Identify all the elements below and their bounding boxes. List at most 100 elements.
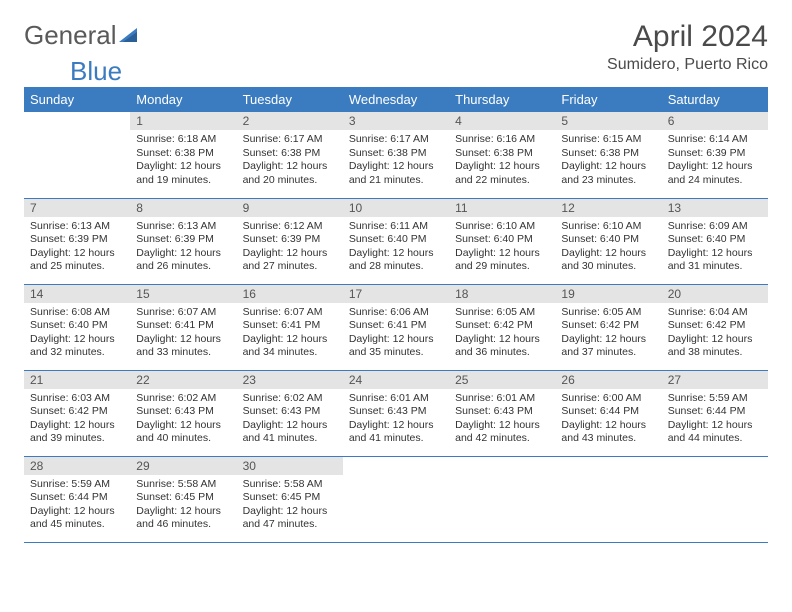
calendar-row: 21Sunrise: 6:03 AMSunset: 6:42 PMDayligh… <box>24 370 768 456</box>
calendar-cell: 11Sunrise: 6:10 AMSunset: 6:40 PMDayligh… <box>449 198 555 284</box>
calendar-cell: 28Sunrise: 5:59 AMSunset: 6:44 PMDayligh… <box>24 456 130 542</box>
calendar-cell: 16Sunrise: 6:07 AMSunset: 6:41 PMDayligh… <box>237 284 343 370</box>
calendar-cell: 23Sunrise: 6:02 AMSunset: 6:43 PMDayligh… <box>237 370 343 456</box>
calendar-cell <box>449 456 555 542</box>
day-number: 3 <box>343 112 449 130</box>
calendar-row: 14Sunrise: 6:08 AMSunset: 6:40 PMDayligh… <box>24 284 768 370</box>
day-number: 1 <box>130 112 236 130</box>
calendar-cell <box>662 456 768 542</box>
day-number: 10 <box>343 199 449 217</box>
day-details: Sunrise: 6:02 AMSunset: 6:43 PMDaylight:… <box>130 389 236 451</box>
day-number: 14 <box>24 285 130 303</box>
location: Sumidero, Puerto Rico <box>607 56 768 74</box>
calendar-cell: 14Sunrise: 6:08 AMSunset: 6:40 PMDayligh… <box>24 284 130 370</box>
day-details: Sunrise: 6:04 AMSunset: 6:42 PMDaylight:… <box>662 303 768 365</box>
day-number: 5 <box>555 112 661 130</box>
day-details: Sunrise: 5:59 AMSunset: 6:44 PMDaylight:… <box>662 389 768 451</box>
calendar-cell: 15Sunrise: 6:07 AMSunset: 6:41 PMDayligh… <box>130 284 236 370</box>
day-number: 18 <box>449 285 555 303</box>
weekday-header: Sunday <box>24 87 130 112</box>
logo-triangle-icon <box>119 20 141 51</box>
day-number: 7 <box>24 199 130 217</box>
day-number: 28 <box>24 457 130 475</box>
weekday-header: Wednesday <box>343 87 449 112</box>
day-details: Sunrise: 6:05 AMSunset: 6:42 PMDaylight:… <box>449 303 555 365</box>
day-number: 17 <box>343 285 449 303</box>
calendar-cell: 29Sunrise: 5:58 AMSunset: 6:45 PMDayligh… <box>130 456 236 542</box>
weekday-header: Thursday <box>449 87 555 112</box>
day-details: Sunrise: 6:10 AMSunset: 6:40 PMDaylight:… <box>555 217 661 279</box>
day-details: Sunrise: 6:11 AMSunset: 6:40 PMDaylight:… <box>343 217 449 279</box>
day-number: 15 <box>130 285 236 303</box>
calendar-cell <box>555 456 661 542</box>
weekday-header: Tuesday <box>237 87 343 112</box>
calendar-cell: 9Sunrise: 6:12 AMSunset: 6:39 PMDaylight… <box>237 198 343 284</box>
day-details: Sunrise: 6:17 AMSunset: 6:38 PMDaylight:… <box>343 130 449 192</box>
day-details: Sunrise: 6:10 AMSunset: 6:40 PMDaylight:… <box>449 217 555 279</box>
calendar-cell <box>24 112 130 198</box>
day-number: 11 <box>449 199 555 217</box>
day-number: 21 <box>24 371 130 389</box>
calendar-cell: 30Sunrise: 5:58 AMSunset: 6:45 PMDayligh… <box>237 456 343 542</box>
day-details: Sunrise: 6:05 AMSunset: 6:42 PMDaylight:… <box>555 303 661 365</box>
day-number: 23 <box>237 371 343 389</box>
day-details: Sunrise: 6:13 AMSunset: 6:39 PMDaylight:… <box>24 217 130 279</box>
calendar-row: 28Sunrise: 5:59 AMSunset: 6:44 PMDayligh… <box>24 456 768 542</box>
day-details: Sunrise: 5:59 AMSunset: 6:44 PMDaylight:… <box>24 475 130 537</box>
weekday-header: Saturday <box>662 87 768 112</box>
month-title: April 2024 <box>607 20 768 54</box>
logo-text-1: General <box>24 20 117 51</box>
logo-text-2: Blue <box>70 56 122 87</box>
day-number: 22 <box>130 371 236 389</box>
day-number: 27 <box>662 371 768 389</box>
calendar-cell: 6Sunrise: 6:14 AMSunset: 6:39 PMDaylight… <box>662 112 768 198</box>
day-number: 8 <box>130 199 236 217</box>
day-details: Sunrise: 6:12 AMSunset: 6:39 PMDaylight:… <box>237 217 343 279</box>
calendar-cell: 22Sunrise: 6:02 AMSunset: 6:43 PMDayligh… <box>130 370 236 456</box>
calendar-cell: 10Sunrise: 6:11 AMSunset: 6:40 PMDayligh… <box>343 198 449 284</box>
calendar-cell: 4Sunrise: 6:16 AMSunset: 6:38 PMDaylight… <box>449 112 555 198</box>
day-number: 29 <box>130 457 236 475</box>
calendar-cell: 19Sunrise: 6:05 AMSunset: 6:42 PMDayligh… <box>555 284 661 370</box>
day-number: 30 <box>237 457 343 475</box>
day-details: Sunrise: 6:09 AMSunset: 6:40 PMDaylight:… <box>662 217 768 279</box>
day-number: 13 <box>662 199 768 217</box>
calendar-row: 1Sunrise: 6:18 AMSunset: 6:38 PMDaylight… <box>24 112 768 198</box>
day-number: 2 <box>237 112 343 130</box>
calendar-cell: 26Sunrise: 6:00 AMSunset: 6:44 PMDayligh… <box>555 370 661 456</box>
day-number: 24 <box>343 371 449 389</box>
day-details: Sunrise: 6:02 AMSunset: 6:43 PMDaylight:… <box>237 389 343 451</box>
calendar-cell: 27Sunrise: 5:59 AMSunset: 6:44 PMDayligh… <box>662 370 768 456</box>
calendar-table: Sunday Monday Tuesday Wednesday Thursday… <box>24 87 768 543</box>
day-number: 25 <box>449 371 555 389</box>
day-details: Sunrise: 6:07 AMSunset: 6:41 PMDaylight:… <box>130 303 236 365</box>
calendar-cell: 25Sunrise: 6:01 AMSunset: 6:43 PMDayligh… <box>449 370 555 456</box>
day-details: Sunrise: 6:15 AMSunset: 6:38 PMDaylight:… <box>555 130 661 192</box>
day-number: 4 <box>449 112 555 130</box>
day-details: Sunrise: 6:18 AMSunset: 6:38 PMDaylight:… <box>130 130 236 192</box>
day-number: 12 <box>555 199 661 217</box>
day-details: Sunrise: 6:03 AMSunset: 6:42 PMDaylight:… <box>24 389 130 451</box>
day-number: 16 <box>237 285 343 303</box>
day-details: Sunrise: 6:17 AMSunset: 6:38 PMDaylight:… <box>237 130 343 192</box>
day-details: Sunrise: 6:07 AMSunset: 6:41 PMDaylight:… <box>237 303 343 365</box>
day-details: Sunrise: 5:58 AMSunset: 6:45 PMDaylight:… <box>130 475 236 537</box>
day-number: 19 <box>555 285 661 303</box>
calendar-cell <box>343 456 449 542</box>
day-details: Sunrise: 5:58 AMSunset: 6:45 PMDaylight:… <box>237 475 343 537</box>
day-details: Sunrise: 6:16 AMSunset: 6:38 PMDaylight:… <box>449 130 555 192</box>
calendar-cell: 13Sunrise: 6:09 AMSunset: 6:40 PMDayligh… <box>662 198 768 284</box>
calendar-cell: 21Sunrise: 6:03 AMSunset: 6:42 PMDayligh… <box>24 370 130 456</box>
day-details: Sunrise: 6:06 AMSunset: 6:41 PMDaylight:… <box>343 303 449 365</box>
calendar-cell: 24Sunrise: 6:01 AMSunset: 6:43 PMDayligh… <box>343 370 449 456</box>
calendar-cell: 2Sunrise: 6:17 AMSunset: 6:38 PMDaylight… <box>237 112 343 198</box>
calendar-row: 7Sunrise: 6:13 AMSunset: 6:39 PMDaylight… <box>24 198 768 284</box>
day-number: 9 <box>237 199 343 217</box>
day-details: Sunrise: 6:00 AMSunset: 6:44 PMDaylight:… <box>555 389 661 451</box>
calendar-cell: 18Sunrise: 6:05 AMSunset: 6:42 PMDayligh… <box>449 284 555 370</box>
calendar-cell: 8Sunrise: 6:13 AMSunset: 6:39 PMDaylight… <box>130 198 236 284</box>
calendar-cell: 17Sunrise: 6:06 AMSunset: 6:41 PMDayligh… <box>343 284 449 370</box>
day-details: Sunrise: 6:01 AMSunset: 6:43 PMDaylight:… <box>343 389 449 451</box>
day-number: 26 <box>555 371 661 389</box>
calendar-cell: 5Sunrise: 6:15 AMSunset: 6:38 PMDaylight… <box>555 112 661 198</box>
